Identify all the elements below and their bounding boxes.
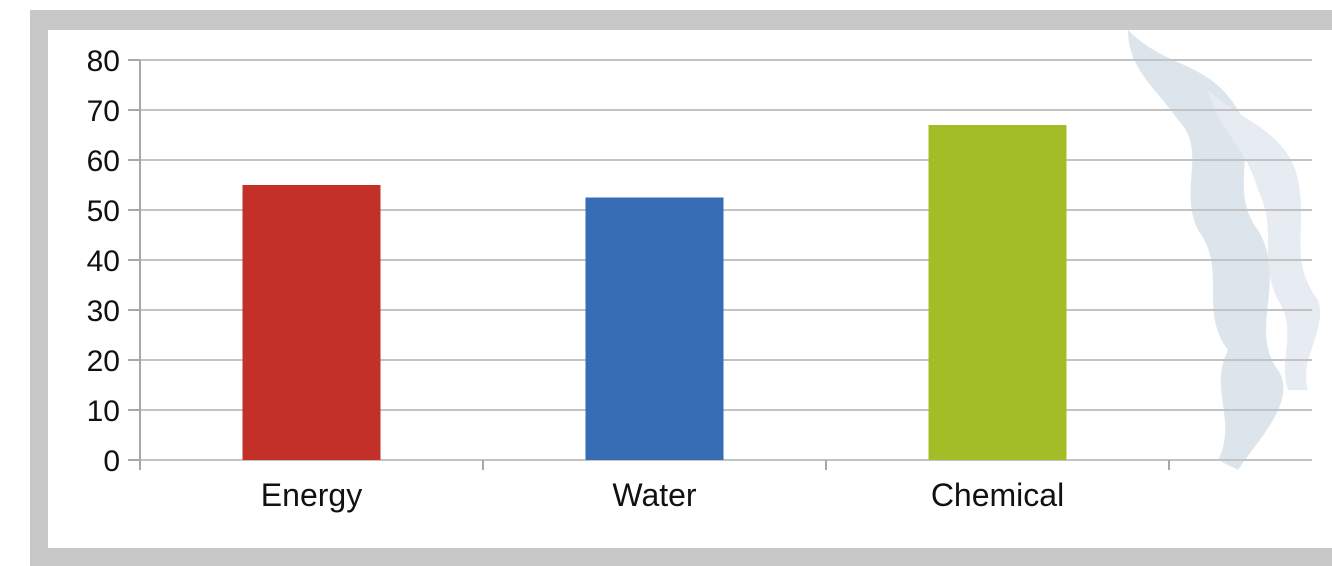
y-tick-label: 30 bbox=[87, 295, 120, 328]
y-tick-label: 10 bbox=[87, 395, 120, 428]
y-tick-label: 80 bbox=[87, 45, 120, 78]
y-tick-label: 70 bbox=[87, 95, 120, 128]
bar-water bbox=[585, 197, 724, 460]
bar-energy bbox=[242, 185, 381, 460]
x-tick-label-water: Water bbox=[612, 477, 697, 513]
x-tick-label-chemical: Chemical bbox=[931, 477, 1064, 513]
y-tick-label: 60 bbox=[87, 145, 120, 178]
y-tick-label: 0 bbox=[103, 445, 120, 478]
y-tick-label: 40 bbox=[87, 245, 120, 278]
y-tick-label: 20 bbox=[87, 345, 120, 378]
x-tick-label-energy: Energy bbox=[261, 477, 362, 513]
y-tick-label: 50 bbox=[87, 195, 120, 228]
bar-chemical bbox=[928, 125, 1067, 460]
